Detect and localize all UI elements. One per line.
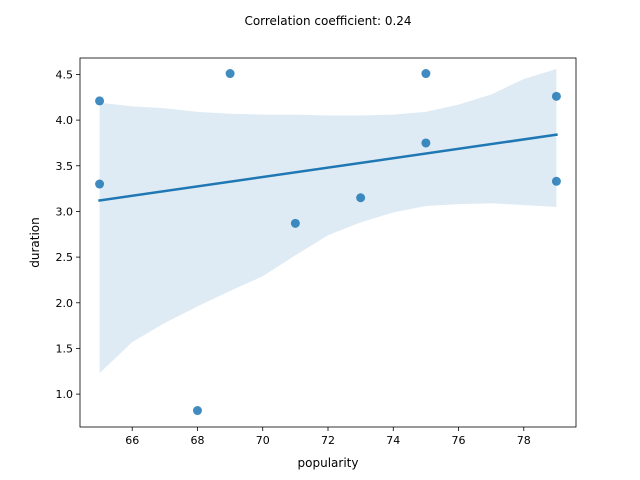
y-axis-label: duration (28, 217, 42, 268)
data-point (421, 69, 431, 79)
data-point (290, 218, 300, 228)
y-tick-label: 2.5 (56, 251, 74, 264)
y-axis-ticks: 1.0 1.5 2.0 2.5 3.0 3.5 4.0 4.5 (56, 68, 80, 401)
data-point (551, 176, 561, 186)
y-tick-label: 3.5 (56, 160, 74, 173)
data-point (421, 138, 431, 148)
x-tick-label: 68 (190, 434, 204, 447)
x-tick-label: 74 (386, 434, 400, 447)
y-tick-label: 1.5 (56, 342, 74, 355)
regression-line-layer (98, 133, 558, 202)
x-tick-label: 76 (452, 434, 466, 447)
data-point (95, 179, 105, 189)
x-axis-label: popularity (298, 456, 359, 470)
data-point (225, 69, 235, 79)
confidence-band-layer (99, 69, 557, 374)
y-tick-label: 2.0 (56, 297, 74, 310)
data-point (551, 91, 561, 101)
x-tick-label: 66 (125, 434, 139, 447)
confidence-band (99, 69, 557, 374)
data-points-layer (95, 69, 561, 416)
x-tick-label: 70 (256, 434, 270, 447)
x-tick-label: 72 (321, 434, 335, 447)
data-point (192, 406, 202, 416)
y-tick-label: 3.0 (56, 205, 74, 218)
chart-title: Correlation coefficient: 0.24 (244, 14, 411, 28)
data-point (356, 193, 366, 203)
regression-line (98, 133, 558, 202)
x-axis-ticks: 66 68 70 72 74 76 78 (125, 427, 531, 447)
y-tick-label: 4.5 (56, 68, 74, 81)
y-tick-label: 4.0 (56, 114, 74, 127)
x-tick-label: 78 (517, 434, 531, 447)
y-tick-label: 1.0 (56, 388, 74, 401)
data-point (95, 96, 105, 106)
